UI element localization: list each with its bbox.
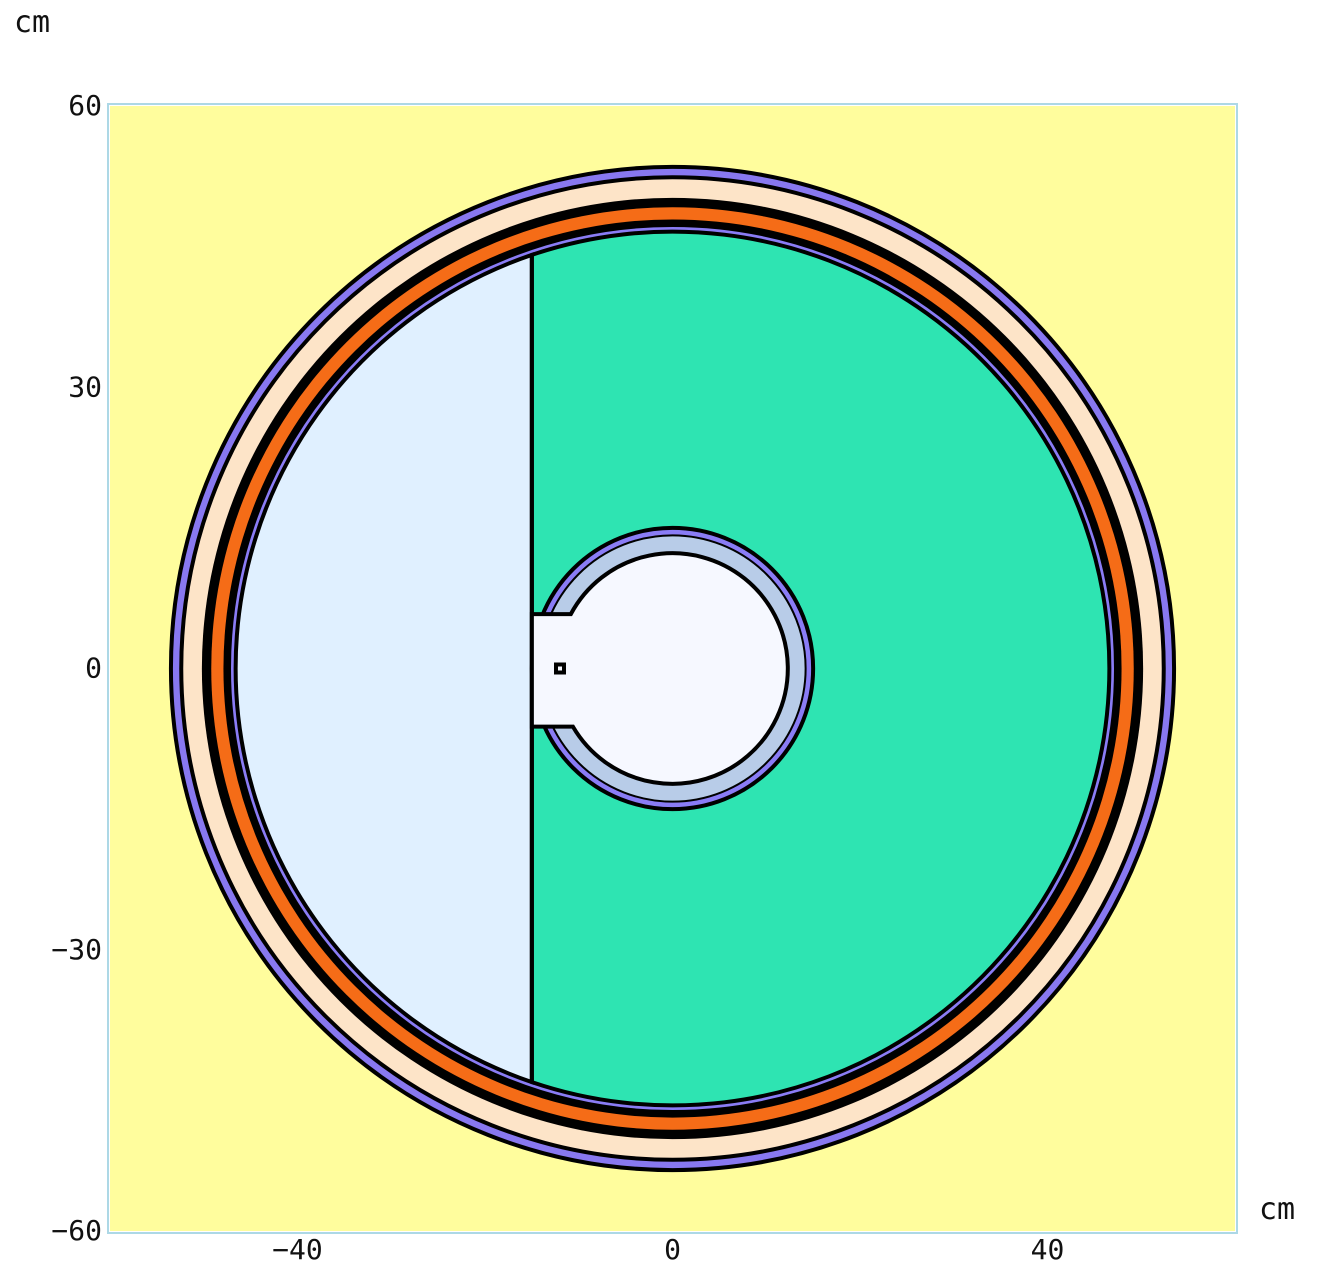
left-region [233,252,534,1085]
y-axis: 60 30 0 −30 −60 cm [14,5,102,1247]
y-tick-label: −30 [51,933,102,966]
y-tick-label: −60 [51,1214,102,1247]
plot-frame [107,103,1238,1234]
y-tick-label: 0 [85,652,102,685]
y-tick-label: 60 [68,89,102,122]
x-tick-label: 40 [1031,1233,1065,1266]
y-tick-label: 30 [68,370,102,403]
x-tick-label: 0 [664,1233,681,1266]
center-core [529,551,790,786]
right-region [529,229,1112,1108]
y-axis-unit: cm [14,5,50,40]
x-axis-unit: cm [1259,1192,1295,1227]
marker-dot [558,666,562,671]
plot-area [110,106,1235,1231]
x-tick-label: −40 [272,1233,323,1266]
x-axis: −40 0 40 cm [272,1192,1295,1266]
